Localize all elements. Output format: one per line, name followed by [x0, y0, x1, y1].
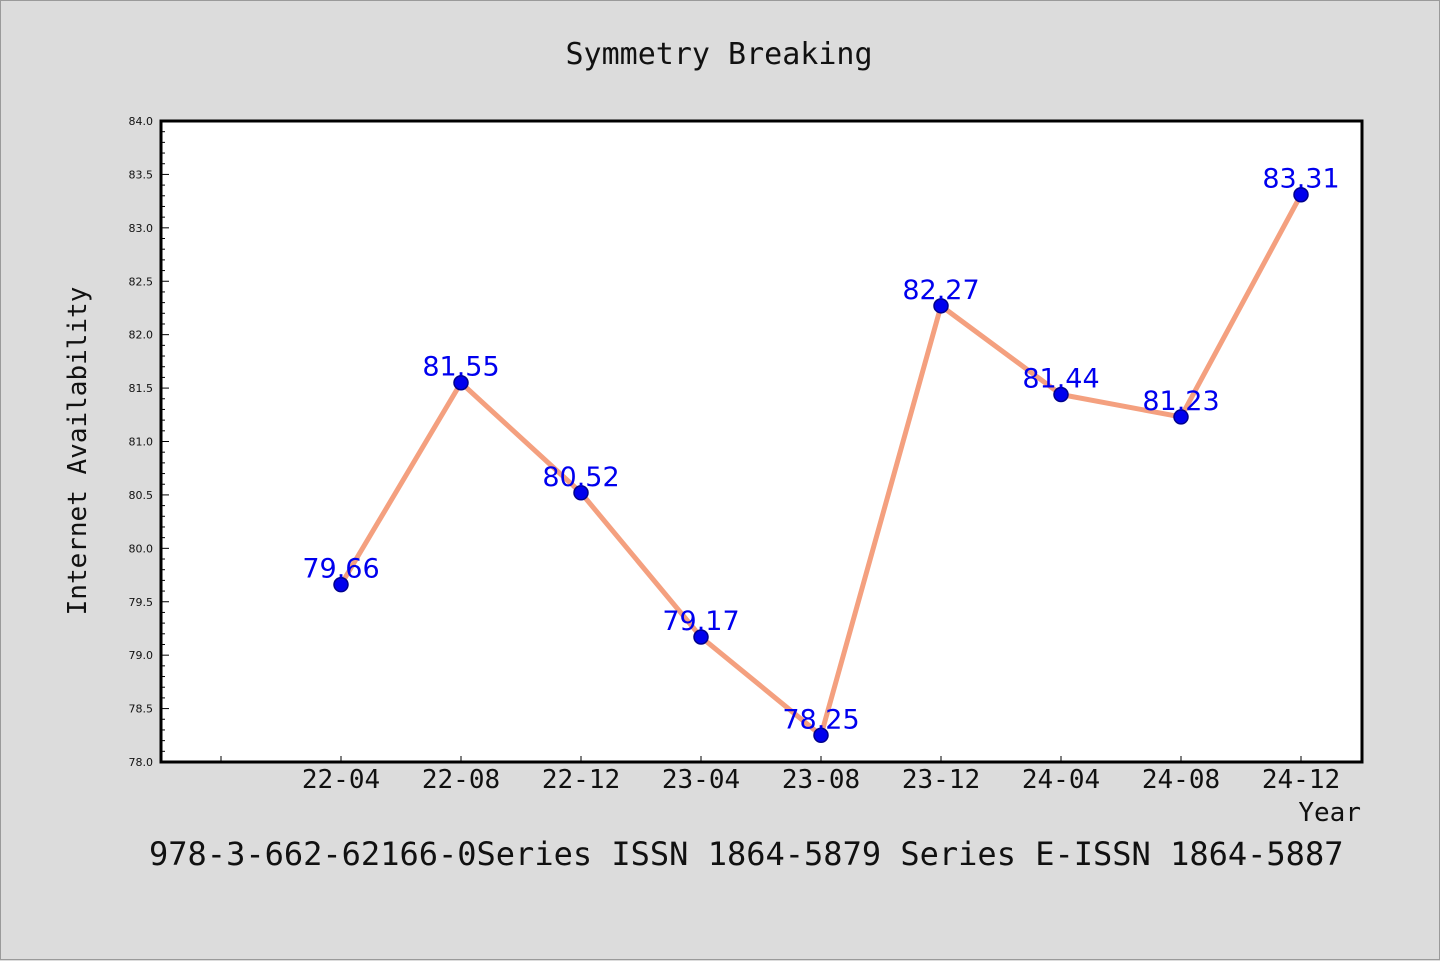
y-tick-label: 83.0 — [129, 222, 154, 235]
data-point — [453, 374, 469, 391]
data-point — [1053, 386, 1069, 403]
data-point — [1173, 409, 1189, 425]
data-value-label: 81.55 — [422, 352, 499, 383]
x-axis-label: Year — [1298, 798, 1361, 828]
footer-isbn-text: 978-3-662-62166-0Series ISSN 1864-5879 S… — [149, 835, 1343, 873]
x-tick-label: 23-04 — [662, 765, 740, 795]
y-tick-label: 81.0 — [129, 436, 154, 449]
y-tick-label: 81.5 — [129, 382, 154, 395]
y-axis-label: Internet Availability — [63, 287, 93, 616]
y-tick-label: 82.5 — [129, 275, 154, 288]
y-tick-label: 80.0 — [129, 542, 154, 555]
data-markers — [333, 186, 1309, 744]
y-tick-label: 80.5 — [129, 489, 154, 502]
data-value-label: 81.44 — [1022, 363, 1099, 394]
y-tick-label: 79.0 — [129, 649, 154, 662]
x-tick-label: 22-04 — [302, 765, 380, 795]
x-tick-label: 23-08 — [782, 765, 860, 795]
y-tick-label: 83.5 — [129, 168, 154, 181]
data-value-label: 82.27 — [902, 275, 979, 306]
data-point — [1293, 186, 1309, 203]
data-point — [933, 298, 949, 314]
data-labels: 79.66 81.55 80.52 79.17 78.25 82.27 81.44 81.23… — [302, 164, 1339, 736]
data-point — [333, 576, 349, 593]
y-tick-label: 78.5 — [129, 703, 154, 716]
x-tick-label: 23-12 — [902, 765, 980, 795]
y-tick-label: 82.0 — [129, 329, 154, 342]
x-tick-label: 22-12 — [542, 765, 620, 795]
data-point — [813, 727, 829, 744]
data-value-label: 83.31 — [1262, 164, 1339, 195]
chart-title: Symmetry Breaking — [565, 37, 872, 72]
data-point — [693, 629, 709, 645]
data-value-label: 80.52 — [542, 462, 619, 493]
x-tick-label: 24-08 — [1142, 765, 1220, 795]
data-value-label: 79.17 — [662, 606, 739, 637]
x-tick-label: 22-08 — [422, 765, 500, 795]
y-tick-label: 79.5 — [129, 596, 154, 609]
y-tick-label: 84.0 — [129, 115, 154, 128]
x-tick-label: 24-12 — [1262, 765, 1340, 795]
plot-area — [159, 119, 1364, 764]
data-value-label: 81.23 — [1142, 386, 1219, 417]
data-value-label: 79.66 — [302, 554, 379, 585]
y-tick-label: 78.0 — [129, 756, 154, 769]
x-tick-label: 24-04 — [1022, 765, 1100, 795]
y-axis: 78.0 78.5 79.0 79.5 80.0 80.5 81.0 81.5 82.0 82.5… — [129, 115, 169, 769]
x-axis: 22-04 22-08 22-12 23-04 23-08 23-12 24-04 24-08… — [220, 756, 1340, 795]
data-value-label: 78.25 — [782, 704, 859, 735]
data-point — [573, 485, 589, 501]
